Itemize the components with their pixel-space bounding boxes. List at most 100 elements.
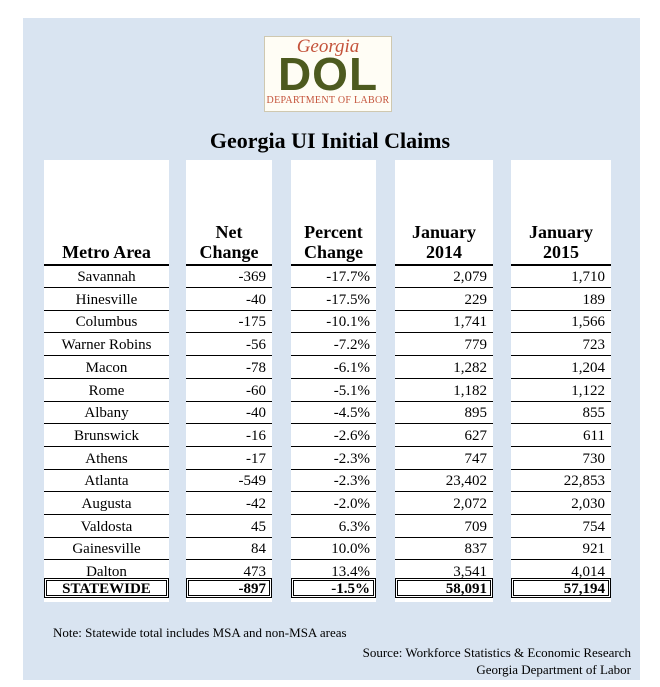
footnote: Note: Statewide total includes MSA and n… [53,625,347,640]
header-rule-jan15 [511,264,611,266]
row-rule [511,514,611,515]
cell-jan15: 921 [582,541,606,558]
cell-jan14: 837 [464,541,488,558]
cell-area: Gainesville [72,541,141,558]
statewide-box-jan14 [395,578,493,598]
row-rule [44,309,169,311]
row-rule [44,445,169,447]
row-rule [395,445,493,447]
cell-net: -40 [246,291,266,308]
cell-area: Brunswick [74,427,139,444]
row-rule [186,355,272,357]
cell-area: Valdosta [80,518,133,535]
cell-pct: 6.3% [338,518,370,535]
statewide-box-net [186,578,272,598]
statewide-box-metro [44,578,169,598]
row-rule [395,332,493,334]
cell-jan14: 23,402 [445,473,487,490]
row-rule [511,332,611,334]
logo-department-text: DEPARTMENT OF LABOR [266,95,390,106]
row-rule [291,559,376,561]
row-rule [186,377,272,379]
cell-jan15: 189 [582,291,606,308]
cell-area: Hinesville [75,291,138,308]
cell-jan14: 1,741 [453,314,487,331]
row-rule [44,332,169,334]
row-rule [395,309,493,311]
statewide-box-pct [291,578,376,598]
cell-area: Augusta [81,496,132,512]
cell-net: -42 [246,496,266,512]
row-rule [395,559,493,561]
row-rule [44,287,169,288]
source-line-2: Georgia Department of Labor [476,662,631,677]
column-jan14 [395,160,493,602]
header-net-line2: Change [199,242,259,262]
cell-area: Columbus [75,314,138,331]
georgia-dol-logo: Georgia DOL DEPARTMENT OF LABOR [264,36,392,112]
row-rule [291,514,376,515]
cell-jan15: 855 [582,405,606,422]
header-jan15-line2: 2015 [543,242,579,262]
cell-area: Albany [84,405,129,422]
cell-pct: -7.2% [333,337,370,354]
row-rule [291,332,376,334]
cell-net: -56 [246,337,266,354]
cell-net: -16 [246,427,266,444]
cell-pct: -17.5% [326,291,370,308]
row-rule [291,468,376,470]
row-rule [291,309,376,311]
cell-net: -549 [238,473,267,490]
cell-pct: -2.3% [333,450,370,467]
cell-area: Macon [85,359,128,376]
cell-jan14: 2,072 [453,496,487,512]
cell-pct: -4.5% [333,405,370,422]
row-rule [511,445,611,447]
row-rule [291,491,376,493]
cell-area: Savannah [77,269,136,285]
row-rule [395,491,493,493]
cell-net: 473 [243,564,267,581]
row-rule [291,423,376,425]
row-rule [186,514,272,515]
row-rule [44,491,169,493]
row-rule [291,536,376,538]
row-rule [44,377,169,379]
row-rule [511,377,611,379]
row-rule [511,309,611,311]
row-rule [511,559,611,561]
header-rule-metro [44,264,169,266]
column-metro [44,160,169,602]
cell-jan15: 22,853 [563,473,605,490]
cell-pct: -6.1% [333,359,370,376]
cell-area: Atlanta [84,473,129,490]
cell-jan14: 229 [464,291,488,308]
row-rule [44,355,169,357]
row-rule [511,287,611,288]
cell-net: 84 [251,541,266,558]
row-rule [395,400,493,402]
cell-pct: 13.4% [331,564,370,581]
row-rule [511,468,611,470]
cell-area: Rome [88,382,125,399]
row-rule [291,445,376,447]
column-net [186,160,272,602]
statewide-label: STATEWIDE [62,581,151,597]
row-rule [186,423,272,425]
row-rule [395,536,493,538]
cell-jan15: 1,122 [571,382,605,399]
header-rule-jan14 [395,264,493,266]
cell-pct: -2.6% [333,427,370,444]
row-rule [291,287,376,288]
row-rule [44,423,169,425]
row-rule [186,536,272,538]
header-pct-line2: Change [303,242,363,262]
statewide-jan14: 58,091 [445,581,487,597]
cell-net: -40 [246,405,266,422]
row-rule [395,355,493,357]
cell-jan15: 2,030 [571,496,605,512]
cell-net: -17 [246,450,266,467]
logo-dol-text: DOL [277,48,379,100]
row-rule [186,491,272,493]
cell-jan14: 747 [464,450,488,467]
